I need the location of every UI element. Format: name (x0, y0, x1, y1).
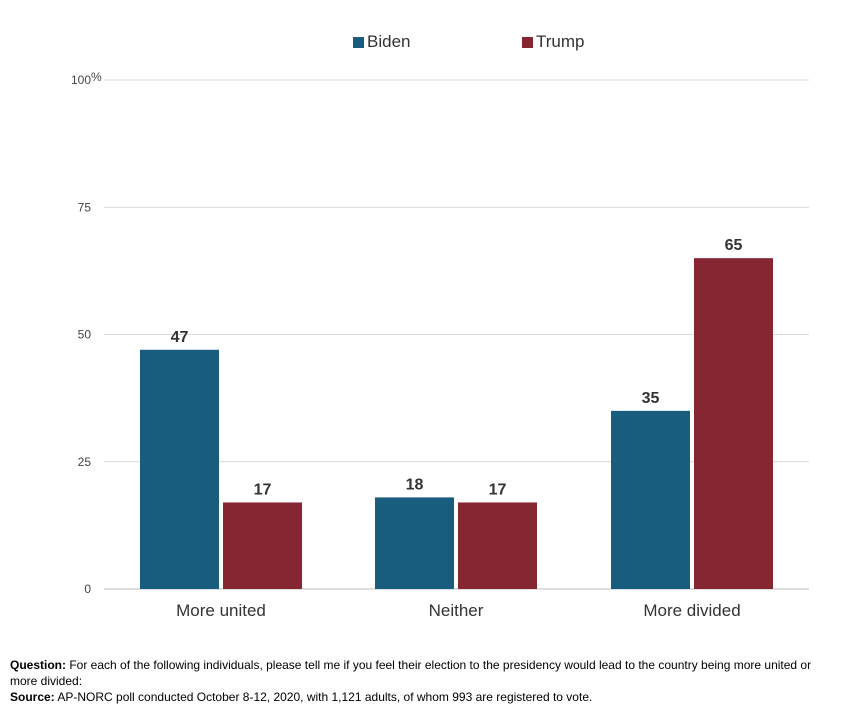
source-note: Source: AP-NORC poll conducted October 8… (10, 689, 835, 705)
data-label-more-united-trump: 17 (254, 481, 272, 498)
y-unit-label: % (91, 70, 102, 84)
data-label-neither-biden: 18 (406, 476, 424, 493)
bar-more-divided-biden (611, 410, 690, 589)
bar-neither-trump (458, 502, 537, 589)
data-label-more-divided-biden: 35 (642, 390, 660, 407)
category-label-more-united: More united (176, 601, 266, 620)
bar-more-united-biden (140, 349, 219, 589)
source-label: Source: (10, 690, 55, 704)
y-tick-label-75: 75 (78, 200, 92, 214)
source-text: AP-NORC poll conducted October 8-12, 202… (54, 690, 593, 704)
legend-item-trump: Trump (522, 32, 585, 52)
bar-neither-biden (375, 497, 454, 589)
data-label-neither-trump: 17 (489, 481, 507, 498)
chart-legend: Biden Trump (0, 32, 843, 54)
question-text: For each of the following individuals, p… (10, 658, 812, 688)
bar-more-united-trump (223, 502, 302, 589)
legend-swatch-trump (522, 36, 533, 48)
bar-chart: 0 25 50 75 100 % 47 17 More united 18 17 Neither 35 6… (71, 70, 809, 620)
data-label-more-united-biden: 47 (171, 329, 189, 346)
question-label: Question: (10, 658, 66, 672)
question-note: Question: For each of the following indi… (10, 657, 835, 689)
category-label-more-divided: More divided (643, 601, 740, 620)
data-label-more-divided-trump: 65 (725, 237, 743, 254)
chart-footnote: Question: For each of the following indi… (10, 657, 835, 705)
legend-item-biden: Biden (353, 32, 410, 52)
category-label-neither: Neither (429, 601, 484, 620)
legend-label-biden: Biden (367, 32, 411, 51)
bar-more-divided-trump (694, 258, 773, 589)
legend-swatch-biden (353, 36, 364, 48)
y-tick-label-100: 100 (71, 73, 91, 87)
y-tick-label-25: 25 (78, 455, 92, 469)
y-tick-label-0: 0 (84, 582, 91, 596)
legend-label-trump: Trump (536, 32, 585, 51)
y-tick-label-50: 50 (78, 328, 92, 342)
